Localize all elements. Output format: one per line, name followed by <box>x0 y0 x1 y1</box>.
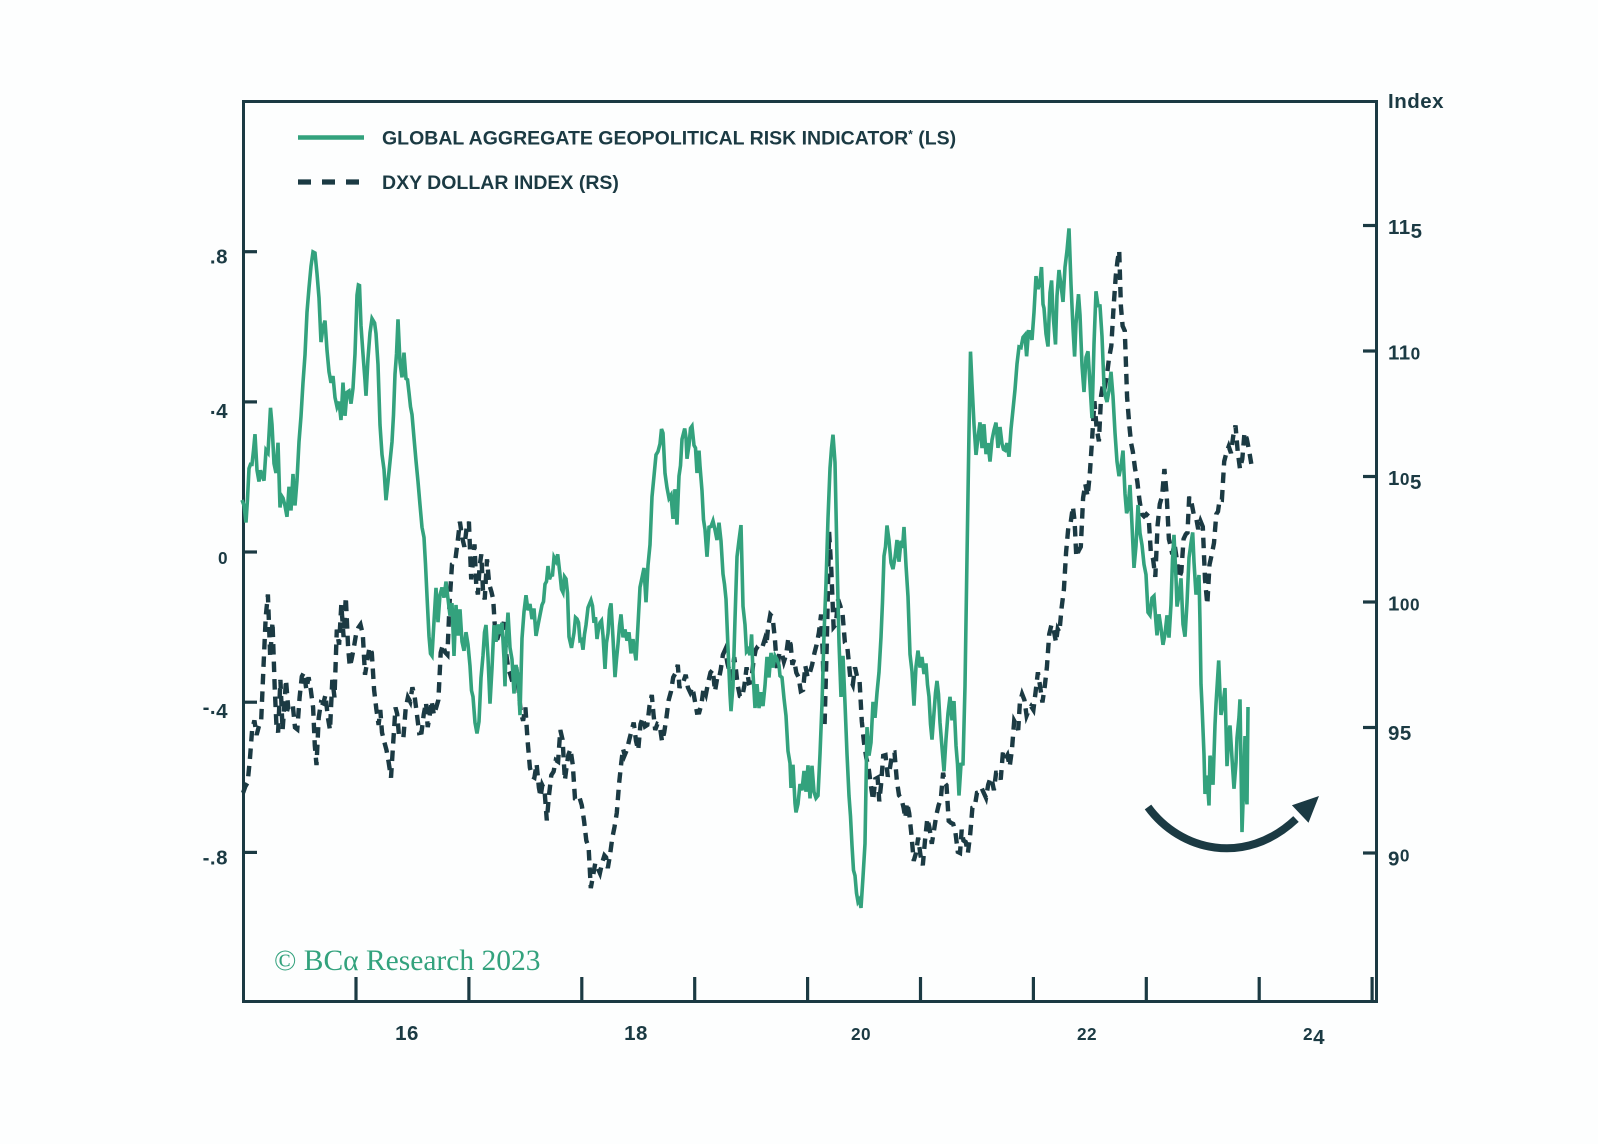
svg-text:0: 0 <box>218 548 228 568</box>
svg-text:.8: .8 <box>210 246 228 269</box>
svg-text:115: 115 <box>1388 216 1423 243</box>
svg-text:-.4: -.4 <box>203 696 229 723</box>
svg-text:110: 110 <box>1388 342 1421 365</box>
svg-text:100: 100 <box>1388 593 1420 616</box>
svg-text:GLOBAL AGGREGATE GEOPOLITICAL: GLOBAL AGGREGATE GEOPOLITICAL RISK INDIC… <box>382 128 956 150</box>
svg-text:© BCα Research 2023: © BCα Research 2023 <box>274 945 540 977</box>
svg-text:22: 22 <box>1077 1024 1097 1044</box>
svg-text:90: 90 <box>1388 846 1410 871</box>
svg-text:18: 18 <box>624 1022 648 1045</box>
svg-text:95: 95 <box>1388 722 1412 745</box>
svg-text:DXY DOLLAR INDEX (RS): DXY DOLLAR INDEX (RS) <box>382 172 619 194</box>
svg-text:.4: .4 <box>210 396 228 423</box>
svg-text:-.8: -.8 <box>203 846 228 869</box>
svg-text:24: 24 <box>1303 1024 1325 1049</box>
svg-text:20: 20 <box>851 1024 871 1044</box>
svg-text:Index: Index <box>1388 90 1444 113</box>
svg-text:16: 16 <box>395 1022 419 1045</box>
